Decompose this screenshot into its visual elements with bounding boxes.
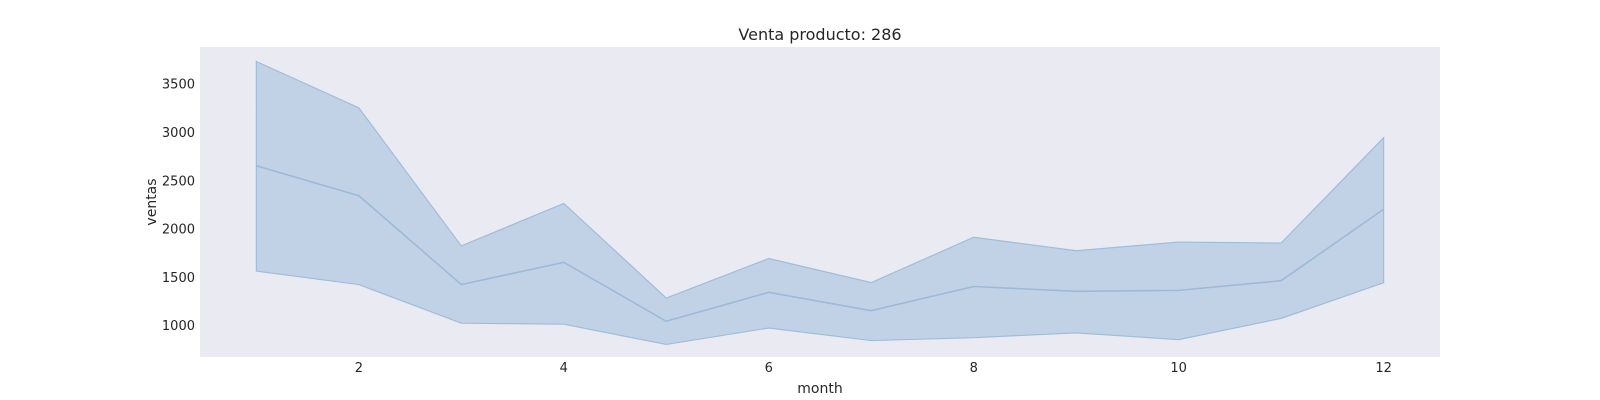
y-axis-label: ventas xyxy=(144,178,160,225)
confidence-band-layer xyxy=(255,60,1385,346)
chart-title: Venta producto: 286 xyxy=(738,25,901,44)
y-tick-label: 2000 xyxy=(162,223,195,238)
x-tick-label: 12 xyxy=(1375,361,1392,376)
series-line xyxy=(256,165,1385,323)
x-tick-label: 6 xyxy=(765,361,773,376)
y-tick-label: 3000 xyxy=(162,126,195,141)
x-axis-label: month xyxy=(797,381,842,397)
x-axis-ticks: 2 4 6 8 10 12 xyxy=(355,361,1392,376)
x-tick-label: 10 xyxy=(1170,361,1187,376)
y-axis-ticks: 1000 1500 2000 2500 3000 3500 xyxy=(162,78,195,334)
y-tick-label: 2500 xyxy=(162,174,195,189)
y-tick-label: 3500 xyxy=(162,78,195,93)
x-tick-label: 4 xyxy=(560,361,568,376)
x-tick-label: 8 xyxy=(970,361,978,376)
y-tick-label: 1500 xyxy=(162,271,195,286)
x-tick-label: 2 xyxy=(355,361,363,376)
confidence-band xyxy=(255,60,1385,346)
y-tick-label: 1000 xyxy=(162,319,195,334)
series-line-layer xyxy=(256,165,1385,323)
